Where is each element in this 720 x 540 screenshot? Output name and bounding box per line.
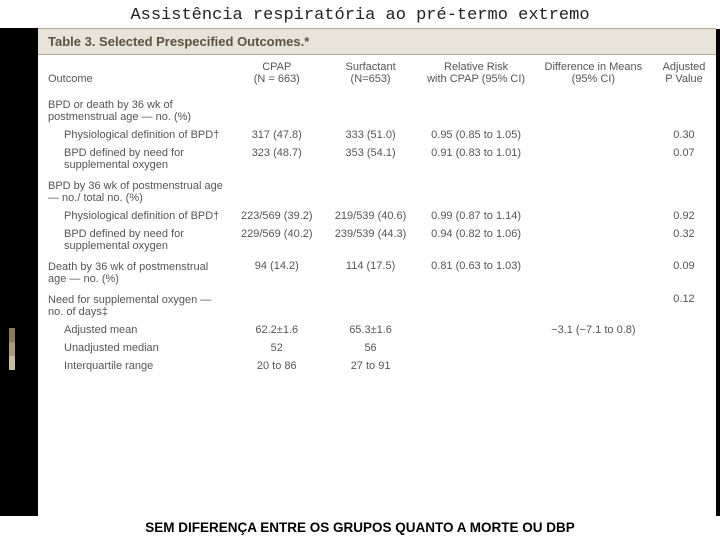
table-row: BPD or death by 36 wk of postmenstrual a… — [38, 93, 716, 126]
col-outcome: Outcome — [38, 55, 230, 93]
table-header-row: Outcome CPAP(N = 663) Surfactant(N=653) … — [38, 55, 716, 93]
accent-block-2 — [9, 342, 15, 356]
col-cpap: CPAP(N = 663) — [230, 55, 324, 93]
slide-title: Assistência respiratória ao pré-termo ex… — [0, 0, 720, 29]
table-row: BPD defined by need for supplemental oxy… — [38, 144, 716, 174]
row-cell — [535, 174, 652, 207]
row-label: BPD defined by need for supplemental oxy… — [38, 225, 230, 255]
row-label: Interquartile range — [38, 357, 230, 375]
row-cell: −3.1 (−7.1 to 0.8) — [535, 321, 652, 339]
row-cell: 229/569 (40.2) — [230, 225, 324, 255]
row-cell — [535, 288, 652, 321]
row-cell — [535, 357, 652, 375]
row-cell: 323 (48.7) — [230, 144, 324, 174]
row-cell — [535, 93, 652, 126]
row-label: Physiological definition of BPD† — [38, 126, 230, 144]
row-cell — [417, 339, 534, 357]
row-cell: 65.3±1.6 — [324, 321, 418, 339]
row-cell: 0.99 (0.87 to 1.14) — [417, 207, 534, 225]
row-cell — [324, 174, 418, 207]
row-label: BPD defined by need for supplemental oxy… — [38, 144, 230, 174]
row-cell — [652, 174, 716, 207]
row-cell: 239/539 (44.3) — [324, 225, 418, 255]
row-cell: 0.30 — [652, 126, 716, 144]
col-p-value: AdjustedP Value — [652, 55, 716, 93]
row-cell — [417, 357, 534, 375]
row-cell — [535, 126, 652, 144]
row-cell — [324, 288, 418, 321]
row-cell: 353 (54.1) — [324, 144, 418, 174]
table-row: BPD by 36 wk of postmenstrual age — no./… — [38, 174, 716, 207]
row-cell — [652, 339, 716, 357]
row-cell: 219/539 (40.6) — [324, 207, 418, 225]
outcomes-table: Outcome CPAP(N = 663) Surfactant(N=653) … — [38, 55, 716, 375]
col-diff-means: Difference in Means(95% CI) — [535, 55, 652, 93]
accent-block-1 — [9, 328, 15, 342]
row-cell: 0.94 (0.82 to 1.06) — [417, 225, 534, 255]
row-cell: 0.12 — [652, 288, 716, 321]
row-cell — [652, 357, 716, 375]
table-row: Unadjusted median5256 — [38, 339, 716, 357]
row-cell: 0.91 (0.83 to 1.01) — [417, 144, 534, 174]
row-cell — [535, 339, 652, 357]
table-row: Physiological definition of BPD†317 (47.… — [38, 126, 716, 144]
row-cell: 20 to 86 — [230, 357, 324, 375]
row-label: Physiological definition of BPD† — [38, 207, 230, 225]
row-cell — [535, 144, 652, 174]
col-surfactant: Surfactant(N=653) — [324, 55, 418, 93]
table-row: Interquartile range20 to 8627 to 91 — [38, 357, 716, 375]
table-row: Need for supplemental oxygen — no. of da… — [38, 288, 716, 321]
row-cell: 94 (14.2) — [230, 255, 324, 288]
row-cell — [417, 174, 534, 207]
row-label: Death by 36 wk of postmenstrual age — no… — [38, 255, 230, 288]
row-cell — [417, 321, 534, 339]
row-label: Adjusted mean — [38, 321, 230, 339]
row-cell: 114 (17.5) — [324, 255, 418, 288]
row-cell — [535, 255, 652, 288]
row-cell: 0.81 (0.63 to 1.03) — [417, 255, 534, 288]
row-cell: 62.2±1.6 — [230, 321, 324, 339]
table-caption: Table 3. Selected Prespecified Outcomes.… — [38, 28, 716, 55]
row-cell — [417, 288, 534, 321]
row-cell — [652, 93, 716, 126]
row-cell: 56 — [324, 339, 418, 357]
row-cell: 0.09 — [652, 255, 716, 288]
side-stripe — [0, 28, 38, 516]
row-cell: 0.32 — [652, 225, 716, 255]
row-cell: 0.07 — [652, 144, 716, 174]
row-cell: 52 — [230, 339, 324, 357]
row-label: BPD or death by 36 wk of postmenstrual a… — [38, 93, 230, 126]
col-relative-risk: Relative Riskwith CPAP (95% CI) — [417, 55, 534, 93]
row-cell — [535, 225, 652, 255]
slide: Assistência respiratória ao pré-termo ex… — [0, 0, 720, 540]
row-cell: 223/569 (39.2) — [230, 207, 324, 225]
row-cell: 333 (51.0) — [324, 126, 418, 144]
accent-block-3 — [9, 356, 15, 370]
table-row: Death by 36 wk of postmenstrual age — no… — [38, 255, 716, 288]
row-cell — [230, 174, 324, 207]
row-cell — [230, 93, 324, 126]
row-cell — [535, 207, 652, 225]
row-label: Unadjusted median — [38, 339, 230, 357]
row-cell — [324, 93, 418, 126]
table-container: Table 3. Selected Prespecified Outcomes.… — [38, 28, 716, 516]
row-cell: 0.95 (0.85 to 1.05) — [417, 126, 534, 144]
row-cell — [230, 288, 324, 321]
table-row: Adjusted mean62.2±1.665.3±1.6 −3.1 (−7.1 … — [38, 321, 716, 339]
row-label: Need for supplemental oxygen — no. of da… — [38, 288, 230, 321]
row-cell: 317 (47.8) — [230, 126, 324, 144]
table-row: BPD defined by need for supplemental oxy… — [38, 225, 716, 255]
table-body: BPD or death by 36 wk of postmenstrual a… — [38, 93, 716, 375]
row-cell — [652, 321, 716, 339]
row-cell: 0.92 — [652, 207, 716, 225]
row-label: BPD by 36 wk of postmenstrual age — no./… — [38, 174, 230, 207]
table-row: Physiological definition of BPD†223/569 … — [38, 207, 716, 225]
row-cell: 27 to 91 — [324, 357, 418, 375]
slide-footer: SEM DIFERENÇA ENTRE OS GRUPOS QUANTO A M… — [0, 516, 720, 540]
row-cell — [417, 93, 534, 126]
